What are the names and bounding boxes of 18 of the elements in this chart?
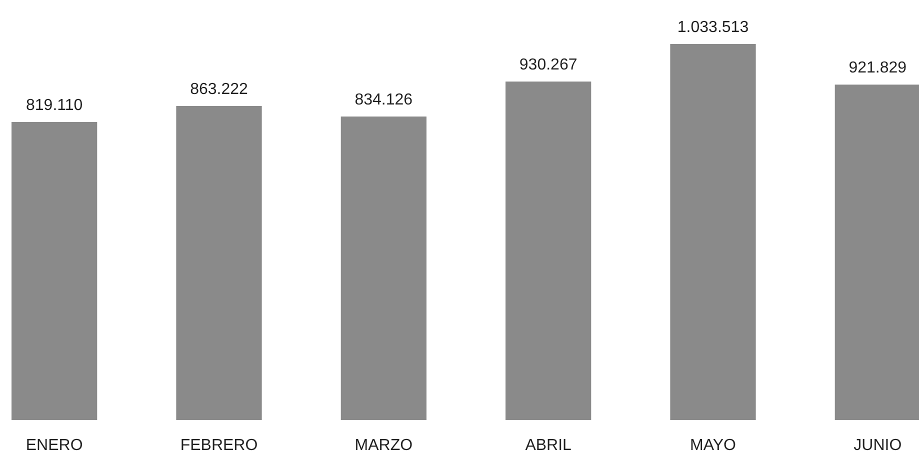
data-label: 834.126 [354, 92, 413, 109]
bar [834, 84, 919, 420]
bar [506, 82, 592, 420]
data-label: 1.033.513 [677, 19, 749, 36]
data-label: 819.110 [26, 97, 83, 114]
x-tick-label: FEBRERO [180, 437, 258, 454]
data-label: 863.222 [190, 80, 248, 98]
x-tick-label: MAYO [690, 437, 736, 454]
bar [670, 44, 756, 420]
bar [12, 122, 98, 420]
data-label: 930.267 [519, 56, 578, 74]
bar [176, 106, 262, 420]
x-tick-label: ENERO [26, 437, 83, 454]
bar [340, 116, 426, 420]
x-tick-label: MARZO [354, 437, 413, 454]
x-tick-label: ABRIL [525, 437, 572, 454]
x-tick-label: JUNIO [854, 437, 902, 454]
data-label: 921.829 [848, 60, 907, 77]
